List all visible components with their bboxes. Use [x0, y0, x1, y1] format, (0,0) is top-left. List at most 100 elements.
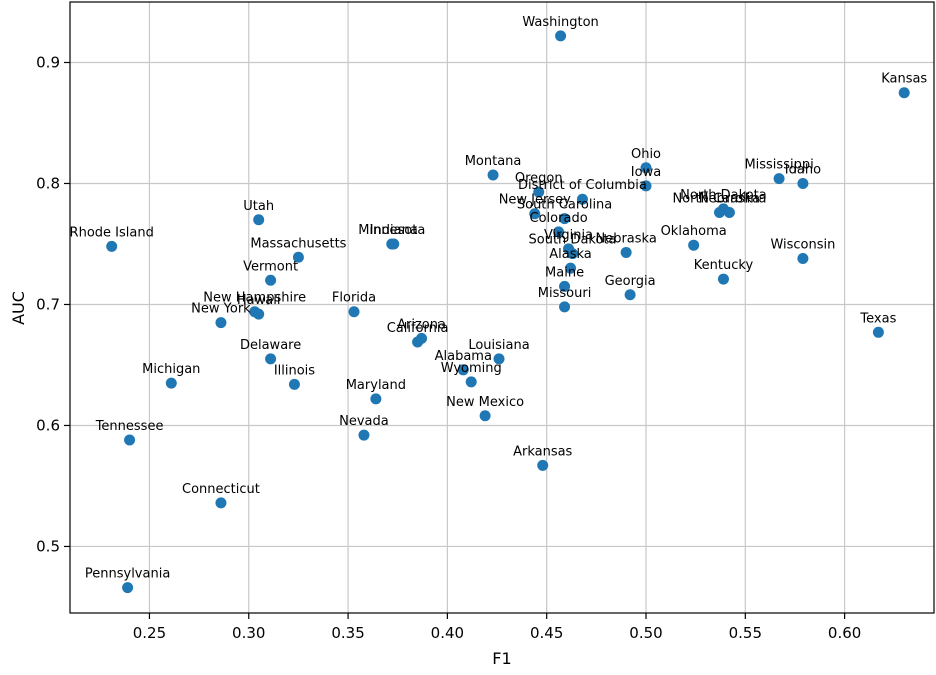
- data-point: [533, 186, 545, 198]
- data-point: [487, 169, 499, 181]
- point-label: Georgia: [605, 274, 656, 289]
- point-label: Colorado: [530, 211, 588, 226]
- point-label: Florida: [332, 291, 376, 306]
- point-label: Iowa: [631, 165, 661, 180]
- data-point: [215, 317, 227, 329]
- point-label: Missouri: [538, 286, 592, 301]
- point-label: Montana: [465, 154, 522, 169]
- data-point: [640, 162, 652, 174]
- x-tick-label: 0.25: [133, 624, 166, 642]
- data-point: [723, 207, 735, 219]
- point-label: Ohio: [631, 147, 661, 162]
- point-label: New Hampshire: [203, 291, 306, 306]
- y-tick-label: 0.8: [36, 174, 60, 192]
- point-label: Virginia: [544, 228, 593, 243]
- data-point: [797, 177, 809, 189]
- point-label: Tennessee: [95, 419, 164, 434]
- data-points: [106, 30, 910, 594]
- point-label: North Carolina: [672, 192, 766, 207]
- data-point: [576, 193, 588, 205]
- point-label: Indiana: [370, 223, 418, 238]
- point-label: Texas: [859, 311, 896, 326]
- data-point: [358, 429, 370, 441]
- data-point: [620, 246, 632, 258]
- y-tick-label: 0.6: [36, 416, 60, 434]
- point-label: Hawaii: [237, 293, 281, 308]
- data-point: [559, 213, 571, 225]
- data-point: [624, 289, 636, 301]
- data-point: [559, 280, 571, 292]
- point-label: Maine: [545, 265, 584, 280]
- x-tick-label: 0.50: [629, 624, 662, 642]
- data-point: [122, 582, 134, 594]
- data-point: [479, 410, 491, 422]
- point-label: Wyoming: [441, 361, 502, 376]
- data-point: [292, 251, 304, 263]
- point-label: Alaska: [549, 247, 592, 262]
- point-label: California: [387, 321, 449, 336]
- data-point: [559, 301, 571, 313]
- point-label: Massachusetts: [250, 236, 346, 251]
- point-label: Pennsylvania: [85, 567, 170, 582]
- grid-lines: [70, 2, 934, 613]
- point-label: Washington: [522, 15, 598, 30]
- data-point: [898, 87, 910, 99]
- x-axis-title: F1: [492, 649, 511, 668]
- point-label: Arkansas: [513, 444, 572, 459]
- data-point: [348, 306, 360, 318]
- data-point: [253, 214, 265, 226]
- point-label: Maryland: [346, 378, 406, 393]
- point-label: Michigan: [142, 362, 200, 377]
- point-label: New Jersey: [499, 193, 571, 208]
- data-point: [713, 207, 725, 219]
- data-point: [253, 308, 265, 320]
- point-label: Connecticut: [182, 482, 260, 497]
- y-tick-label: 0.5: [36, 537, 60, 555]
- point-label: Idaho: [785, 162, 821, 177]
- point-label: Illinois: [274, 363, 315, 378]
- x-tick-label: 0.40: [431, 624, 464, 642]
- data-point: [412, 336, 424, 348]
- point-label: Wisconsin: [770, 237, 835, 252]
- data-point: [493, 353, 505, 365]
- x-tick-label: 0.30: [232, 624, 265, 642]
- data-point: [773, 173, 785, 185]
- x-tick-label: 0.60: [828, 624, 861, 642]
- data-point: [370, 393, 382, 405]
- data-point: [165, 377, 177, 389]
- point-labels: Washington Kansas Ohio Iowa MississippiIdaho…: [70, 15, 928, 582]
- plot-frame: [69, 1, 935, 614]
- x-tick-label: 0.55: [729, 624, 762, 642]
- point-label: New Mexico: [446, 395, 524, 410]
- point-label: Alabama: [435, 349, 492, 364]
- point-label: Kansas: [881, 72, 927, 87]
- data-point: [565, 262, 577, 274]
- data-point: [553, 226, 565, 238]
- y-axis-title: AUC: [9, 291, 28, 325]
- data-point: [640, 180, 652, 192]
- data-point: [555, 30, 567, 42]
- point-label: District of Columbia: [518, 178, 647, 193]
- point-label: Vermont: [243, 259, 298, 274]
- data-point: [288, 378, 300, 390]
- x-axis-ticks: 0.25 0.30 0.35 0.40 0.45 0.50 0.55 0.60: [133, 613, 861, 642]
- data-point: [457, 364, 469, 376]
- point-label: Oklahoma: [661, 224, 727, 239]
- data-point: [688, 239, 700, 251]
- y-tick-label: 0.9: [36, 53, 60, 71]
- data-point: [797, 252, 809, 264]
- data-point: [265, 353, 277, 365]
- data-point: [265, 274, 277, 286]
- point-label: New York: [191, 302, 251, 317]
- data-point: [717, 273, 729, 285]
- y-axis-ticks: 0.5 0.6 0.7 0.8 0.9: [36, 53, 70, 555]
- point-label: Nebraska: [699, 192, 760, 207]
- data-point: [537, 459, 549, 471]
- data-point: [567, 248, 579, 260]
- point-label: Minnesota: [358, 223, 425, 238]
- point-label: Mississippi: [744, 158, 813, 173]
- point-label: Nebraska: [595, 231, 656, 246]
- point-label: Kentucky: [694, 258, 754, 273]
- data-point: [215, 497, 227, 509]
